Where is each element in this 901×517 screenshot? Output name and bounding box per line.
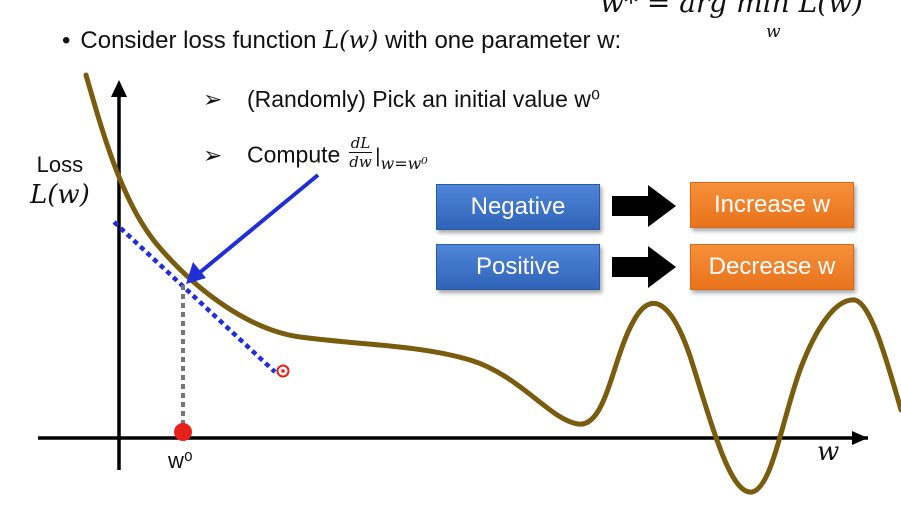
evaluation-subscript: w=w⁰ (380, 153, 428, 173)
bullet-item: • Consider loss function L(w) with one pa… (62, 26, 621, 55)
y-axis-label-line1: Loss (36, 152, 84, 177)
increase-w-box: Increase w (690, 182, 854, 228)
y-axis-label: Loss L(w) (30, 152, 90, 210)
decrease-w-box: Decrease w (690, 244, 854, 290)
bullet-dot: • (62, 27, 71, 54)
step-compute-derivative: ➢ Compute dL dw |w=w⁰ (203, 134, 428, 175)
w0-label: w⁰ (168, 448, 193, 473)
block-arrow-top (612, 185, 676, 227)
bullet-text-after: with one parameter w: (378, 27, 622, 54)
derivative-fraction: dL dw (348, 134, 373, 171)
formula-subscript: w (766, 22, 781, 42)
pointer-arrow-shaft (196, 173, 320, 276)
y-axis-label-line2: L(w) (30, 180, 90, 210)
x-axis-arrowhead (852, 431, 868, 445)
step-pick-initial: ➢ (Randomly) Pick an initial value w⁰ (203, 86, 600, 113)
step-text: (Randomly) Pick an initial value w⁰ (247, 86, 601, 112)
optimization-formula: w* = arg min L(w) w (600, 0, 863, 42)
negative-box: Negative (436, 184, 600, 230)
y-axis-arrowhead (111, 80, 127, 97)
fraction-numerator: dL (348, 134, 373, 153)
positive-box: Positive (436, 244, 600, 290)
loss-curve (83, 72, 901, 495)
evaluation-bar: | (375, 145, 381, 168)
w0-point (174, 423, 192, 441)
cursor-dot (281, 369, 285, 373)
step-marker-icon: ➢ (203, 141, 223, 168)
tangent-line (112, 220, 277, 374)
fraction-denominator: dw (349, 153, 372, 171)
x-axis-label: w (817, 437, 840, 467)
formula-main: w* = arg min L(w) (600, 0, 863, 19)
block-arrow-bottom (612, 246, 676, 288)
pointer-arrow-head (186, 262, 206, 284)
step-marker-icon: ➢ (203, 86, 223, 112)
step-text: Compute (247, 141, 341, 168)
bullet-text-before: Consider loss function (80, 27, 324, 54)
bullet-func: L(w) (323, 26, 379, 54)
